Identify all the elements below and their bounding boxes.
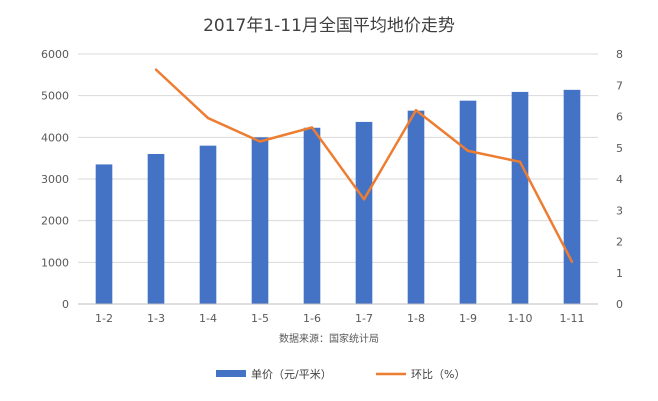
chart-title: 2017年1-11月全国平均地价走势 xyxy=(203,16,455,36)
line-point xyxy=(414,109,418,112)
legend-label-bar: 单价（元/平米） xyxy=(251,368,332,381)
x-tick-label: 1-4 xyxy=(199,312,217,325)
line-point xyxy=(154,68,158,71)
x-tick-label: 1-2 xyxy=(95,312,113,325)
line-point xyxy=(466,149,470,153)
x-tick-label: 1-10 xyxy=(508,312,533,325)
y-left-tick-label: 6000 xyxy=(41,48,69,61)
bar xyxy=(459,100,477,305)
y-right-tick-label: 6 xyxy=(616,111,623,124)
x-tick-label: 1-11 xyxy=(560,312,585,325)
y-axis-right: 0 1 2 3 4 5 6 7 8 xyxy=(616,48,623,311)
line-series xyxy=(154,68,574,264)
bar xyxy=(95,164,113,304)
bar xyxy=(251,137,269,304)
y-right-tick-label: 8 xyxy=(616,48,623,61)
bar-series xyxy=(95,89,581,305)
x-axis: 1-2 1-3 1-4 1-5 1-6 1-7 1-8 1-9 1-10 1-11 xyxy=(78,303,598,325)
bar xyxy=(147,154,165,304)
bar xyxy=(199,145,217,304)
x-tick-label: 1-9 xyxy=(459,312,477,325)
bar xyxy=(563,89,581,304)
y-right-tick-label: 1 xyxy=(616,267,623,280)
x-tick-label: 1-8 xyxy=(407,312,425,325)
y-right-tick-label: 3 xyxy=(616,204,623,217)
line-point xyxy=(518,160,522,164)
y-left-tick-label: 0 xyxy=(62,298,69,311)
y-right-tick-label: 4 xyxy=(616,173,623,186)
line-point xyxy=(206,116,210,120)
legend-label-line: 环比（%） xyxy=(411,368,465,381)
line-point xyxy=(570,260,574,264)
source-note: 数据来源：国家统计局 xyxy=(279,332,379,345)
y-right-tick-label: 0 xyxy=(616,298,623,311)
y-left-tick-label: 4000 xyxy=(41,131,69,144)
y-right-tick-label: 7 xyxy=(616,79,623,92)
y-left-tick-label: 1000 xyxy=(41,256,69,269)
x-tick-label: 1-7 xyxy=(355,312,373,325)
line-point xyxy=(310,126,314,129)
line-point xyxy=(258,140,262,143)
gridlines xyxy=(78,53,598,305)
y-left-tick-label: 2000 xyxy=(41,215,69,228)
line-point xyxy=(362,198,366,201)
bar xyxy=(407,110,425,305)
y-right-tick-label: 5 xyxy=(616,142,623,155)
bar xyxy=(511,91,529,305)
y-left-tick-label: 5000 xyxy=(41,90,69,103)
legend-swatch-bar xyxy=(216,370,246,377)
x-tick-label: 1-6 xyxy=(303,312,321,325)
y-axis-left: 0 1000 2000 3000 4000 5000 6000 xyxy=(41,48,69,311)
y-left-tick-label: 3000 xyxy=(41,173,69,186)
bar xyxy=(355,121,373,305)
x-tick-label: 1-3 xyxy=(147,312,165,325)
legend: 单价（元/平米） 环比（%） xyxy=(216,368,465,381)
bar xyxy=(303,127,321,304)
x-tick-label: 1-5 xyxy=(251,312,269,325)
y-right-tick-label: 2 xyxy=(616,236,623,249)
